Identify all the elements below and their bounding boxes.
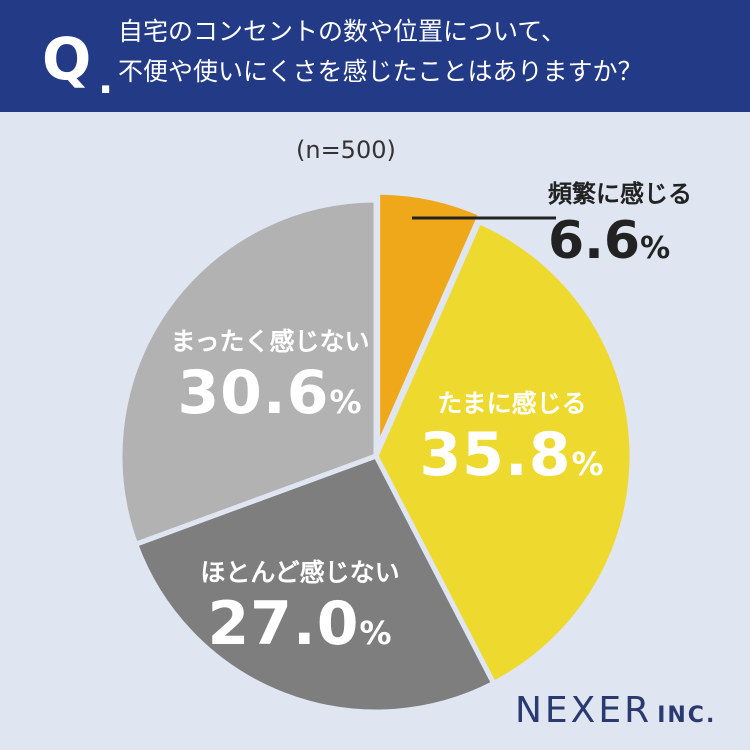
logo-sub: INC.: [657, 703, 717, 728]
slice-value-number-sometimes: 35.8: [419, 420, 572, 490]
pie-chart: (n=500) 頻繁に感じる 6.6% たまに感じる 35.8% ほとんど感じな…: [0, 112, 750, 750]
question-header: Q . 自宅のコンセントの数や位置について、 不便や使いにくさを感じたことはあり…: [0, 0, 750, 112]
slice-value-number-never: 30.6: [177, 358, 330, 428]
nexer-logo: NEXER INC.: [515, 690, 716, 731]
q-letter: Q: [42, 25, 92, 93]
slice-name-sometimes: たまに感じる: [437, 389, 587, 418]
pie-chart-svg: [117, 189, 635, 715]
q-badge: Q .: [42, 24, 113, 100]
sample-size-label: (n=500): [296, 136, 396, 164]
slice-value-unit-never: %: [329, 383, 363, 421]
slice-label-sometimes: たまに感じる 35.8%: [412, 388, 612, 499]
pie-slice-frequently: [375, 189, 484, 451]
logo-main: NEXER: [515, 690, 653, 731]
q-dot: .: [98, 57, 114, 103]
slice-name-never: まったく感じない: [170, 327, 370, 356]
slice-label-frequently: 頻繁に感じる 6.6%: [548, 178, 692, 280]
slice-value-sometimes: 35.8%: [412, 420, 612, 499]
slice-value-unit-frequently: %: [640, 231, 671, 266]
slice-value-never: 30.6%: [155, 358, 385, 437]
pie-slice-sometimes: [373, 219, 635, 686]
slice-name-frequently: 頻繁に感じる: [548, 180, 692, 208]
slice-name-rarely: ほとんど感じない: [200, 558, 400, 587]
slice-label-never: まったく感じない 30.6%: [155, 326, 385, 437]
slice-value-rarely: 27.0%: [180, 589, 420, 668]
slice-value-unit-sometimes: %: [571, 445, 605, 483]
question-line-1: 自宅のコンセントの数や位置について、: [118, 17, 567, 46]
slice-value-frequently: 6.6%: [548, 210, 692, 280]
slice-label-rarely: ほとんど感じない 27.0%: [180, 557, 420, 668]
slice-value-number-frequently: 6.6: [548, 211, 641, 271]
question-text: 自宅のコンセントの数や位置について、 不便や使いにくさを感じたことはありますか？: [118, 12, 738, 92]
slice-value-number-rarely: 27.0: [207, 589, 360, 659]
question-line-2: 不便や使いにくさを感じたことはありますか？: [118, 57, 643, 86]
pie-slice-rarely: [133, 453, 497, 715]
pie-slice-never: [117, 197, 379, 547]
slice-value-unit-rarely: %: [359, 614, 393, 652]
